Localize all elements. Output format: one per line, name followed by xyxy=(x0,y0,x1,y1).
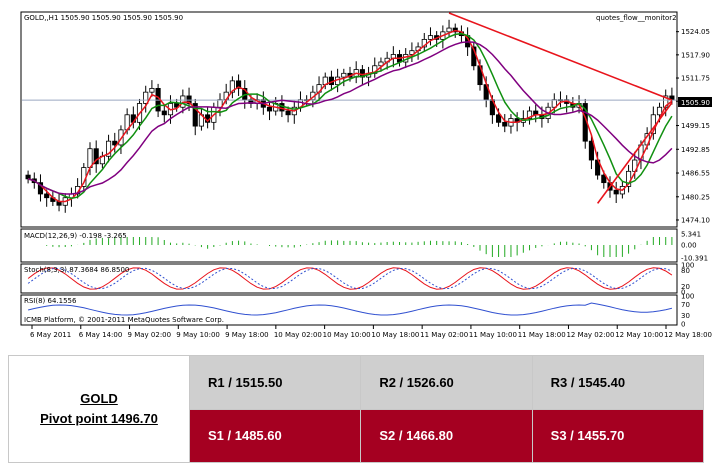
macd-label: MACD(12,26,9) -0.198 -3.265 xyxy=(24,232,127,240)
candle-body xyxy=(93,148,99,165)
rsi-line xyxy=(27,302,673,316)
x-tick-label: 9 May 02:00 xyxy=(128,331,172,339)
stoch-tick-label: 80 xyxy=(681,267,690,275)
y-tick-label: 1486.55 xyxy=(681,170,710,178)
ma-slow-line xyxy=(27,41,673,195)
candle-body xyxy=(161,110,167,116)
candle-body xyxy=(285,110,291,116)
rsi-label: RSI(8) 64.1556 xyxy=(24,297,77,305)
main-panel-frame xyxy=(20,11,678,228)
macd-tick-label: 5.341 xyxy=(681,231,701,239)
rsi-panel-frame xyxy=(20,294,678,326)
candle-body xyxy=(496,114,502,123)
macd-tick-label: -10.391 xyxy=(681,255,708,263)
r1-cell: R1 / 1515.50 xyxy=(188,355,362,410)
s1-cell: S1 / 1485.60 xyxy=(188,408,362,463)
x-tick-label: 6 May 2011 xyxy=(30,331,71,339)
current-price-box xyxy=(678,97,712,107)
x-tick-label: 10 May 18:00 xyxy=(371,331,419,339)
candle-body xyxy=(588,140,594,161)
candle-body xyxy=(106,140,112,157)
symbol-name: GOLD xyxy=(80,391,118,406)
y-tick-label: 1480.25 xyxy=(681,193,710,201)
chart-area: 1524.051517.901511.751505.601499.151492.… xyxy=(20,11,712,339)
candle-body xyxy=(143,91,149,104)
stoch-tick-label: 20 xyxy=(681,283,690,291)
candle-body xyxy=(601,174,607,184)
x-tick-label: 9 May 18:00 xyxy=(225,331,269,339)
macd-panel-frame xyxy=(20,228,678,263)
pivot-point: Pivot point 1496.70 xyxy=(40,411,158,426)
y-tick-label: 1517.90 xyxy=(681,51,710,59)
x-tick-label: 11 May 10:00 xyxy=(469,331,517,339)
x-tick-label: 10 May 02:00 xyxy=(274,331,322,339)
downtrend-line xyxy=(448,12,673,101)
x-tick-label: 11 May 18:00 xyxy=(518,331,566,339)
s2-cell: S2 / 1466.80 xyxy=(360,408,533,463)
watermark: ICMB Platform, © 2001-2011 MetaQuotes So… xyxy=(24,316,224,324)
r3-cell: R3 / 1545.40 xyxy=(531,355,705,410)
x-tick-label: 6 May 14:00 xyxy=(79,331,123,339)
y-tick-label: 1524.05 xyxy=(681,28,710,36)
candle-body xyxy=(192,103,198,127)
candle-body xyxy=(656,106,663,116)
candle-body xyxy=(149,87,155,93)
candle-body xyxy=(613,189,619,195)
candle-body xyxy=(502,121,508,127)
x-tick-label: 10 May 10:00 xyxy=(323,331,371,339)
support-row: S1 / 1485.60 S2 / 1466.80 S3 / 1455.70 xyxy=(9,408,705,463)
stoch-label: Stoch(8,3,3) 87.3684 86.8500 xyxy=(24,266,129,274)
candle-body xyxy=(112,140,118,146)
y-tick-label: 1511.75 xyxy=(681,75,710,83)
candle-body xyxy=(44,193,50,199)
rsi-tick-label: 0 xyxy=(681,321,685,329)
stoch-tick-label: 100 xyxy=(681,262,694,270)
current-price-label: 1505.90 xyxy=(681,99,710,107)
x-tick-label: 11 May 02:00 xyxy=(420,331,468,339)
x-tick-label: 9 May 10:00 xyxy=(176,331,220,339)
ma-mid-line xyxy=(27,32,673,200)
ma-fast-line xyxy=(27,29,673,203)
y-tick-label: 1499.15 xyxy=(681,122,710,130)
resistance-row: GOLD Pivot point 1496.70 R1 / 1515.50 R2… xyxy=(8,355,705,463)
x-tick-label: 12 May 18:00 xyxy=(664,331,712,339)
candle-body xyxy=(25,174,31,180)
candle-body xyxy=(266,106,273,112)
x-tick-label: 12 May 10:00 xyxy=(615,331,663,339)
x-tick-label: 12 May 02:00 xyxy=(566,331,614,339)
s3-cell: S3 / 1455.70 xyxy=(531,408,705,463)
candle-body xyxy=(409,50,415,55)
r2-cell: R2 / 1526.60 xyxy=(360,355,533,410)
candle-body xyxy=(446,27,452,33)
uptrend-line xyxy=(596,102,673,204)
macd-tick-label: 0.00 xyxy=(681,242,697,250)
indicator-label: quotes_flow__monitor2 xyxy=(596,14,677,22)
pivot-table: GOLD Pivot point 1496.70 R1 / 1515.50 R2… xyxy=(8,355,705,463)
rsi-tick-label: 30 xyxy=(681,312,690,320)
rsi-tick-label: 100 xyxy=(681,293,694,301)
y-tick-label: 1492.85 xyxy=(681,146,710,154)
stoch-main-line xyxy=(27,267,673,290)
candle-body xyxy=(378,61,384,67)
candle-body xyxy=(341,72,347,78)
rsi-tick-label: 70 xyxy=(681,301,690,309)
candle-body xyxy=(236,80,242,89)
y-tick-label: 1474.10 xyxy=(681,216,710,224)
price-chart-svg: 1524.051517.901511.751505.601499.151492.… xyxy=(20,11,712,339)
stoch-signal-line xyxy=(27,267,673,290)
stoch-tick-label: 0 xyxy=(681,289,685,297)
chart-title: GOLD,,H1 1505.90 1505.90 1505.90 1505.90 xyxy=(24,14,183,22)
candle-body xyxy=(427,35,434,40)
symbol-cell: GOLD Pivot point 1496.70 xyxy=(8,355,190,463)
candle-body xyxy=(118,129,124,146)
candle-body xyxy=(526,110,533,119)
